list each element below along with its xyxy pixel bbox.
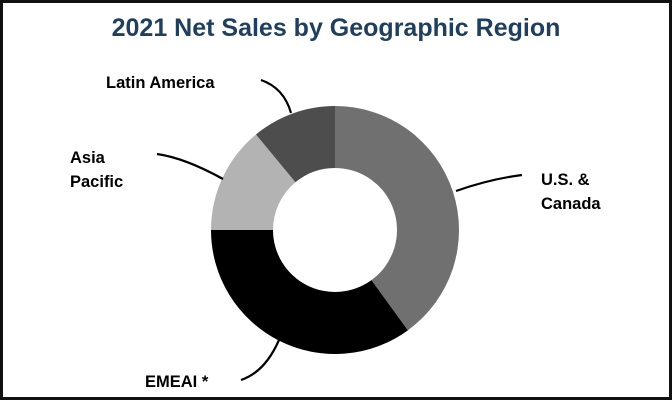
label-latin-america: Latin America (106, 74, 215, 92)
leader-line-emeai (240, 339, 281, 382)
label-asia-pacific: Asia Pacific (70, 149, 124, 191)
label-us-canada: U.S. & Canada (541, 171, 601, 213)
chart-title: 2021 Net Sales by Geographic Region (111, 14, 561, 42)
slice-latin-america (255, 106, 335, 183)
leader-line-us-canada (455, 173, 523, 193)
label-emeai: EMEAI * (145, 373, 209, 391)
leader-line-latin-america (260, 78, 293, 114)
slice-asia-pacific (211, 134, 296, 230)
donut-slices (211, 106, 460, 355)
slice-emeai (211, 230, 408, 355)
leader-lines (156, 78, 523, 382)
leader-line-asia-pacific (156, 152, 224, 180)
slice-u-s-canada (335, 106, 460, 331)
